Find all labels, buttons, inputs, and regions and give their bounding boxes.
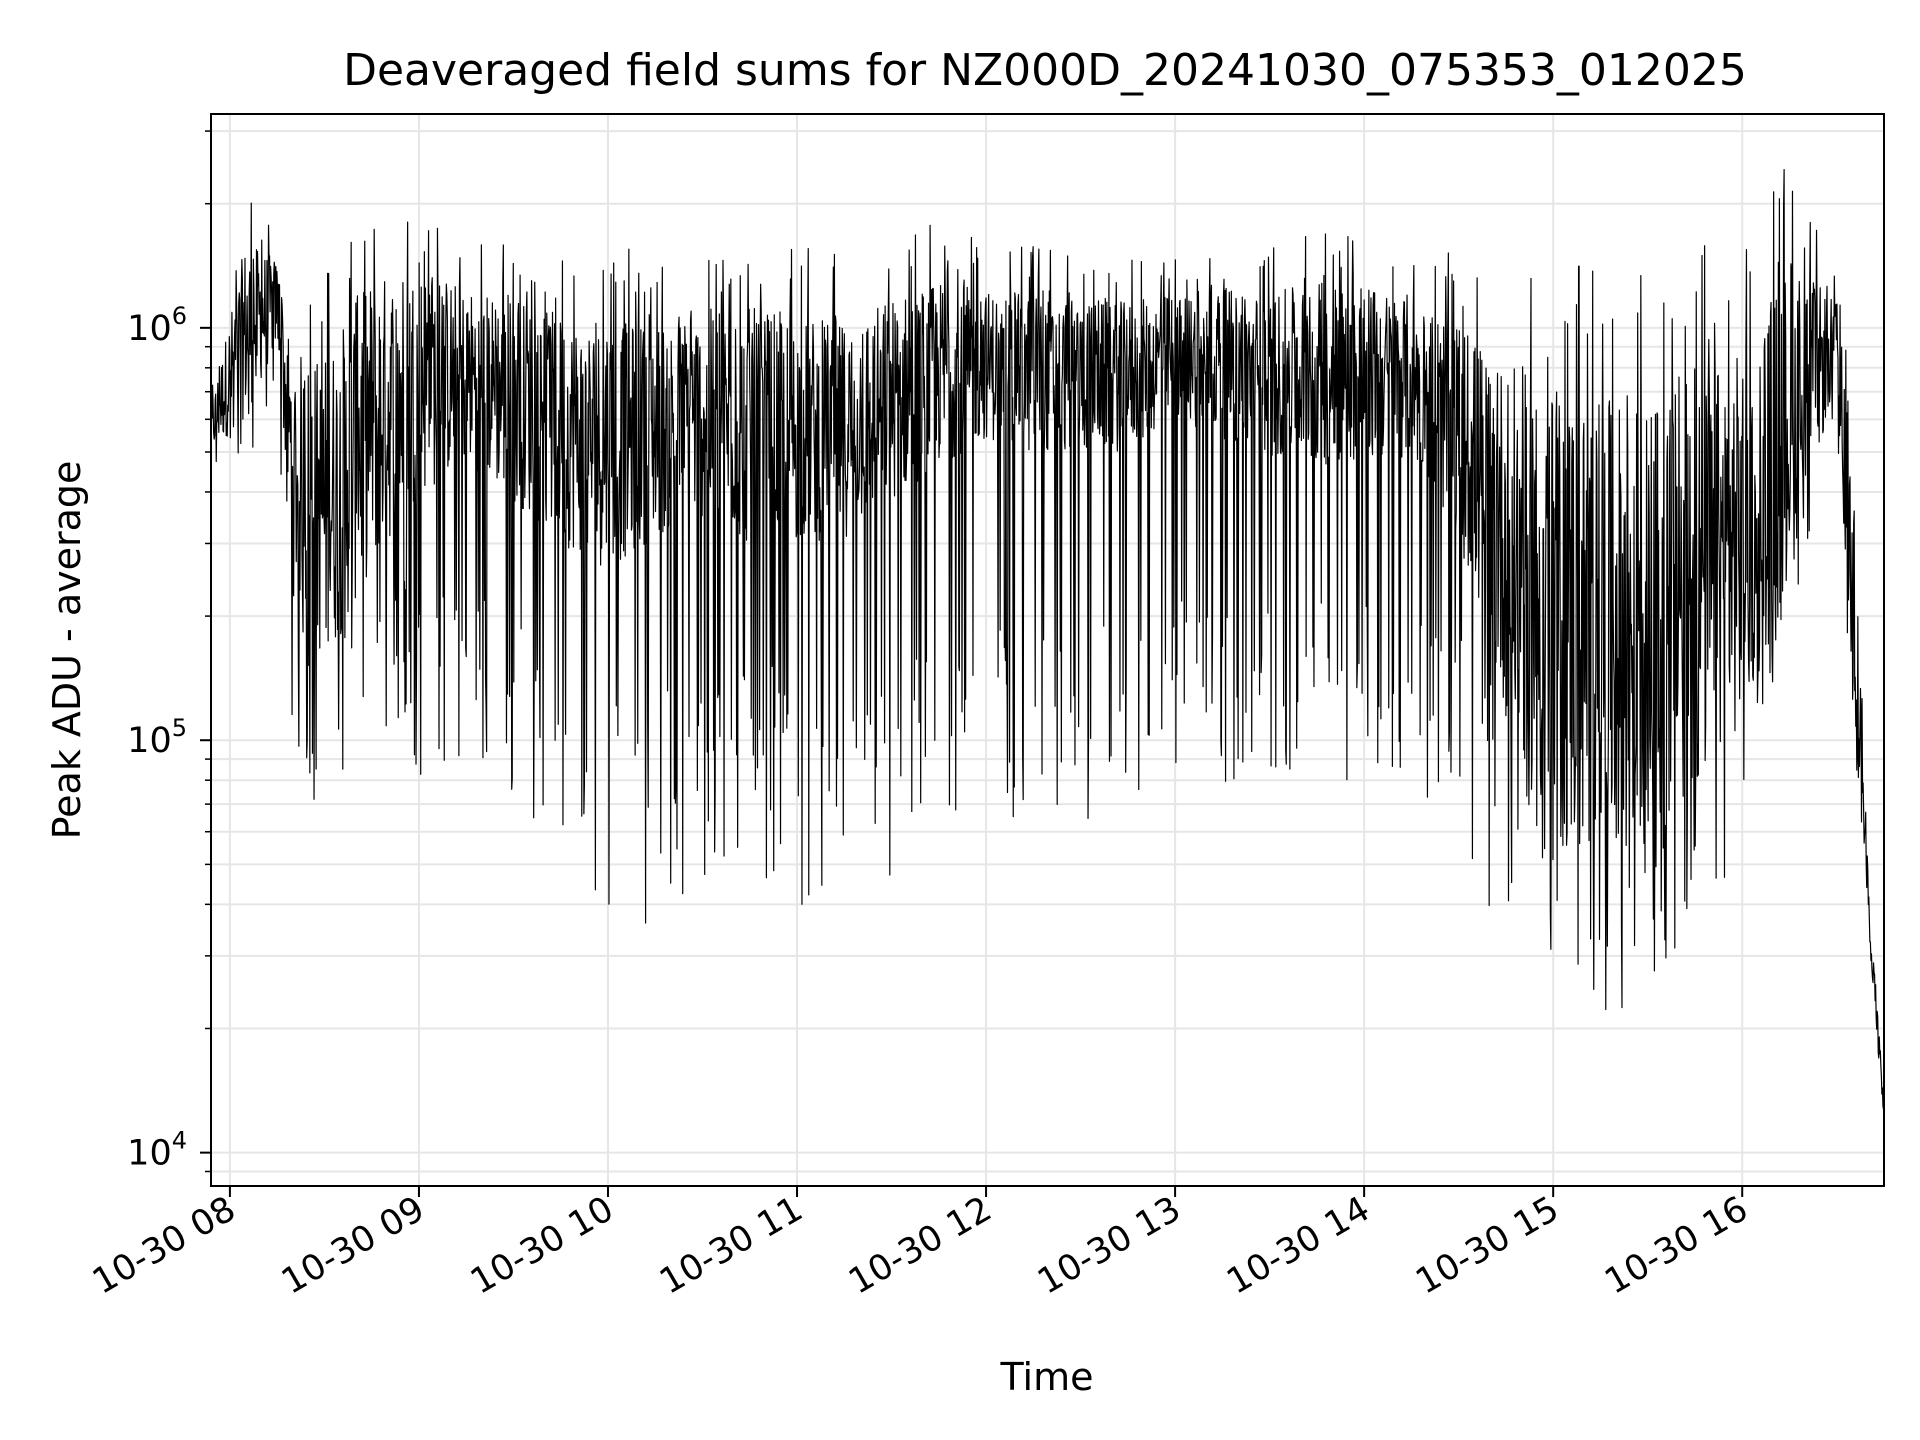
y-tick-exponent: 5 (172, 714, 187, 742)
y-tick-base: 10 (127, 309, 172, 349)
y-tick-label: 104 (127, 1127, 187, 1174)
y-tick-exponent: 6 (172, 302, 187, 330)
y-tick-base: 10 (127, 1134, 172, 1174)
y-tick-base: 10 (127, 721, 172, 761)
chart-title: Deaveraged field sums for NZ000D_2024103… (343, 45, 1747, 96)
series-line-0 (211, 169, 1884, 1118)
y-axis-label: Peak ADU - average (45, 461, 89, 840)
y-tick-exponent: 4 (172, 1127, 187, 1155)
series-group (211, 169, 1884, 1118)
x-axis-label: Time (1000, 1355, 1094, 1399)
y-tick-label: 105 (127, 714, 187, 761)
plot-frame (210, 113, 1885, 1187)
y-tick-label: 106 (127, 302, 187, 349)
